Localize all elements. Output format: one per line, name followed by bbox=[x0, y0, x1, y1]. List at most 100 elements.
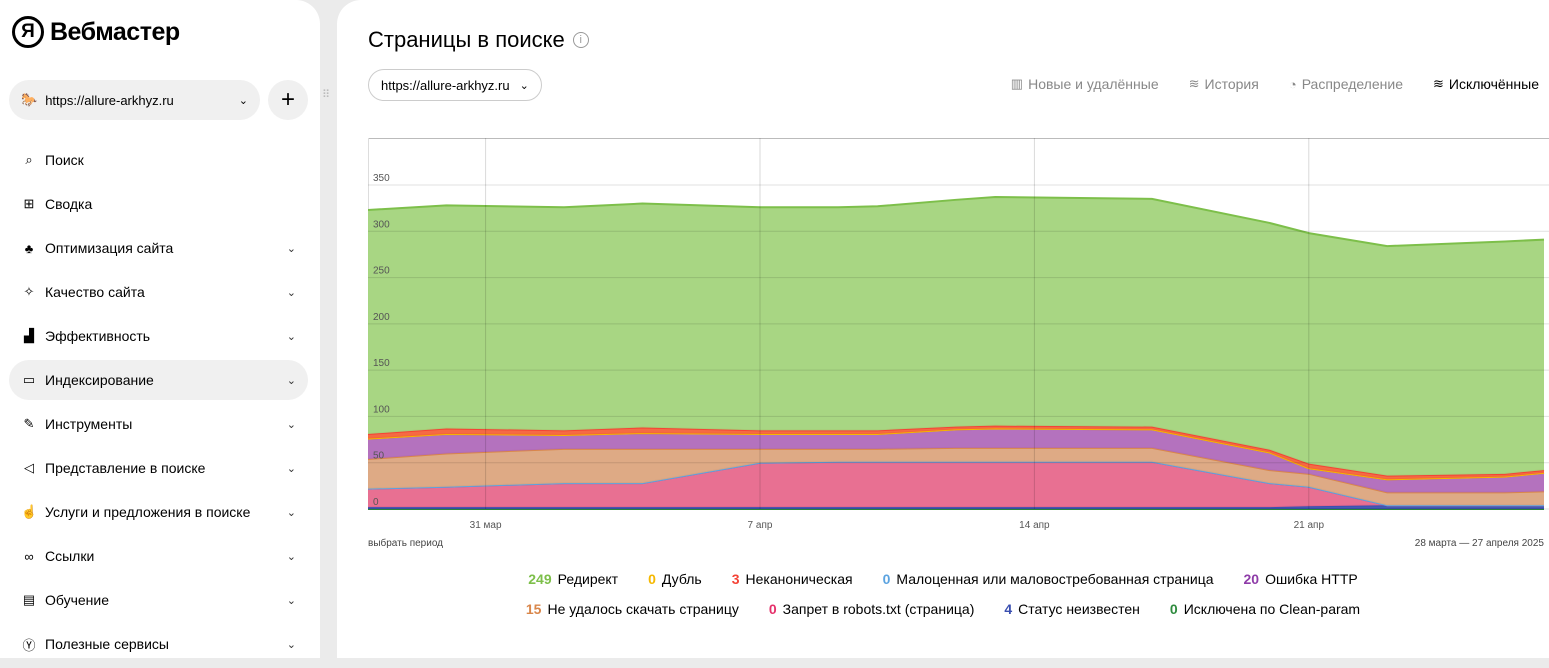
legend-value: 20 bbox=[1243, 571, 1260, 587]
area-8 bbox=[368, 197, 1544, 476]
yandex-services-icon: Ⓨ bbox=[22, 637, 36, 653]
bar-chart-icon: ▥ bbox=[1010, 76, 1024, 91]
sidebar-item-8[interactable]: ☝ Услуги и предложения в поиске ⌄ bbox=[9, 492, 308, 532]
add-site-button[interactable]: + bbox=[268, 80, 308, 120]
sidebar-item-10[interactable]: ▤ Обучение ⌄ bbox=[9, 580, 308, 620]
legend-value: 249 bbox=[528, 571, 552, 587]
y-tick-label: 0 bbox=[373, 497, 379, 508]
y-tick-label: 200 bbox=[373, 312, 390, 323]
x-tick-label: 7 апр bbox=[748, 520, 773, 531]
tab-label: История bbox=[1204, 76, 1259, 92]
tab-0[interactable]: ▥ Новые и удалённые bbox=[1011, 76, 1159, 92]
chevron-down-icon[interactable]: ⌄ bbox=[286, 462, 296, 475]
x-tick-label: 31 мар bbox=[470, 520, 502, 531]
chevron-down-icon[interactable]: ⌄ bbox=[286, 638, 296, 651]
legend-value: 15 bbox=[525, 601, 542, 617]
tab-label: Новые и удалённые bbox=[1028, 76, 1159, 92]
sidebar-item-label: Полезные сервисы bbox=[45, 636, 169, 652]
sidebar-item-3[interactable]: ✧ Качество сайта ⌄ bbox=[9, 272, 308, 312]
chevron-down-icon[interactable]: ⌄ bbox=[286, 418, 296, 431]
x-tick-label: 21 апр bbox=[1294, 520, 1325, 531]
legend-row-2: 15 Не удалось скачать страницу 0 Запрет в r… bbox=[337, 601, 1549, 617]
legend-item[interactable]: 0 Исключена по Clean-param bbox=[1170, 601, 1360, 617]
page-title-row: Страницы в поиске i bbox=[368, 27, 589, 53]
sidebar-item-6[interactable]: ✎ Инструменты ⌄ bbox=[9, 404, 308, 444]
area-line-8 bbox=[368, 196, 1545, 248]
sidebar-item-label: Эффективность bbox=[45, 328, 151, 344]
legend-label: Дубль bbox=[661, 571, 702, 587]
legend-value: 3 bbox=[731, 571, 740, 587]
legend-label: Запрет в robots.txt (страница) bbox=[782, 601, 975, 617]
chevron-down-icon[interactable]: ⌄ bbox=[286, 374, 296, 387]
area-4 bbox=[368, 447, 1544, 506]
area-2 bbox=[368, 461, 1544, 508]
hand-icon: ☝ bbox=[21, 504, 38, 519]
tab-1[interactable]: ≋ История bbox=[1189, 76, 1259, 92]
sidebar-item-2[interactable]: ♣ Оптимизация сайта ⌄ bbox=[9, 228, 308, 268]
date-range: 28 марта — 27 апреля 2025 bbox=[1414, 538, 1544, 549]
chevron-down-icon[interactable]: ⌄ bbox=[286, 330, 296, 343]
chevron-down-icon[interactable]: ⌄ bbox=[286, 286, 296, 299]
y-tick-label: 350 bbox=[373, 173, 390, 184]
chevron-down-icon[interactable]: ⌄ bbox=[286, 506, 296, 519]
legend-value: 4 bbox=[1004, 601, 1013, 617]
chevron-down-icon: ⌄ bbox=[519, 79, 529, 92]
y-tick-label: 250 bbox=[373, 266, 390, 277]
wrench-icon: ✎ bbox=[23, 416, 35, 431]
sidebar-item-label: Инструменты bbox=[45, 416, 133, 432]
tab-2[interactable]: ◔ Распределение bbox=[1289, 76, 1403, 92]
excluded-pages-chart: 0 50 100 150 200 250 300 350 31 мар 7 апр 14 апр 21… bbox=[368, 138, 1549, 531]
legend-label: Исключена по Clean-param bbox=[1183, 601, 1361, 617]
legend-item[interactable]: 0 Малоценная или маловостребованная стран… bbox=[883, 571, 1214, 587]
legend-label: Редирект bbox=[557, 571, 619, 587]
sidebar-item-label: Поиск bbox=[45, 152, 84, 168]
y-tick-label: 50 bbox=[373, 451, 385, 462]
url-select[interactable]: https://allure-arkhyz.ru ⌄ bbox=[368, 69, 542, 101]
yandex-logo-icon: Я bbox=[12, 16, 44, 48]
legend-item[interactable]: 20 Ошибка HTTP bbox=[1244, 571, 1358, 587]
legend-item[interactable]: 4 Статус неизвестен bbox=[1004, 601, 1140, 617]
sidebar-item-label: Индексирование bbox=[45, 372, 154, 388]
sidebar-item-label: Сводка bbox=[45, 196, 93, 212]
sidebar-item-label: Оптимизация сайта bbox=[45, 240, 174, 256]
resize-handle-icon[interactable]: ⠿ bbox=[322, 89, 332, 101]
legend-label: Ошибка HTTP bbox=[1265, 571, 1358, 587]
chevron-down-icon[interactable]: ⌄ bbox=[286, 550, 296, 563]
sitemap-icon: ♣ bbox=[24, 240, 34, 256]
search-icon: ⌕ bbox=[25, 152, 33, 167]
logo[interactable]: Я Вебмастер bbox=[12, 16, 180, 48]
logo-text: Вебмастер bbox=[50, 17, 180, 46]
sidebar-item-label: Услуги и предложения в поиске bbox=[45, 504, 251, 520]
chevron-down-icon[interactable]: ⌄ bbox=[286, 242, 296, 255]
legend-item[interactable]: 0 Дубль bbox=[648, 571, 702, 587]
select-period-link[interactable]: выбрать период bbox=[368, 538, 443, 549]
info-icon[interactable]: i bbox=[572, 32, 589, 48]
url-select-value: https://allure-arkhyz.ru bbox=[381, 77, 510, 93]
x-tick-label: 14 апр bbox=[1019, 520, 1050, 531]
chart-tabs: ▥ Новые и удалённые ≋ История ◔ Распределение… bbox=[1011, 76, 1539, 92]
legend-item[interactable]: 0 Запрет в robots.txt (страница) bbox=[769, 601, 975, 617]
sidebar-item-5[interactable]: ▭ Индексирование ⌄ bbox=[9, 360, 308, 400]
legend-label: Неканоническая bbox=[745, 571, 853, 587]
legend-item[interactable]: 15 Не удалось скачать страницу bbox=[526, 601, 739, 617]
sidebar-item-7[interactable]: ◁ Представление в поиске ⌄ bbox=[9, 448, 308, 488]
bar-chart-icon: ▟ bbox=[24, 328, 34, 343]
tab-3[interactable]: ≋ Исключённые bbox=[1433, 76, 1539, 92]
megaphone-icon: ◁ bbox=[24, 460, 34, 475]
sidebar-item-9[interactable]: ∞ Ссылки ⌄ bbox=[9, 536, 308, 576]
chevron-down-icon[interactable]: ⌄ bbox=[286, 594, 296, 607]
site-selector[interactable]: 🐎 https://allure-arkhyz.ru ⌄ bbox=[9, 80, 260, 120]
sidebar-item-11[interactable]: Ⓨ Полезные сервисы ⌄ bbox=[9, 624, 308, 664]
legend-item[interactable]: 3 Неканоническая bbox=[732, 571, 853, 587]
sidebar-item-label: Обучение bbox=[45, 592, 110, 608]
legend-value: 0 bbox=[648, 571, 656, 587]
main-panel: Страницы в поиске i https://allure-arkhy… bbox=[337, 0, 1549, 658]
legend-label: Малоценная или маловостребованная страни… bbox=[896, 571, 1214, 587]
sidebar-item-0[interactable]: ⌕ Поиск bbox=[9, 140, 308, 180]
sidebar-item-4[interactable]: ▟ Эффективность ⌄ bbox=[9, 316, 308, 356]
sidebar-item-1[interactable]: ⊞ Сводка bbox=[9, 184, 308, 224]
legend-item[interactable]: 249 Редирект bbox=[528, 571, 618, 587]
legend-label: Не удалось скачать страницу bbox=[547, 601, 739, 617]
area-chart-icon: ≋ bbox=[1188, 76, 1200, 91]
tab-label: Исключённые bbox=[1448, 76, 1539, 92]
